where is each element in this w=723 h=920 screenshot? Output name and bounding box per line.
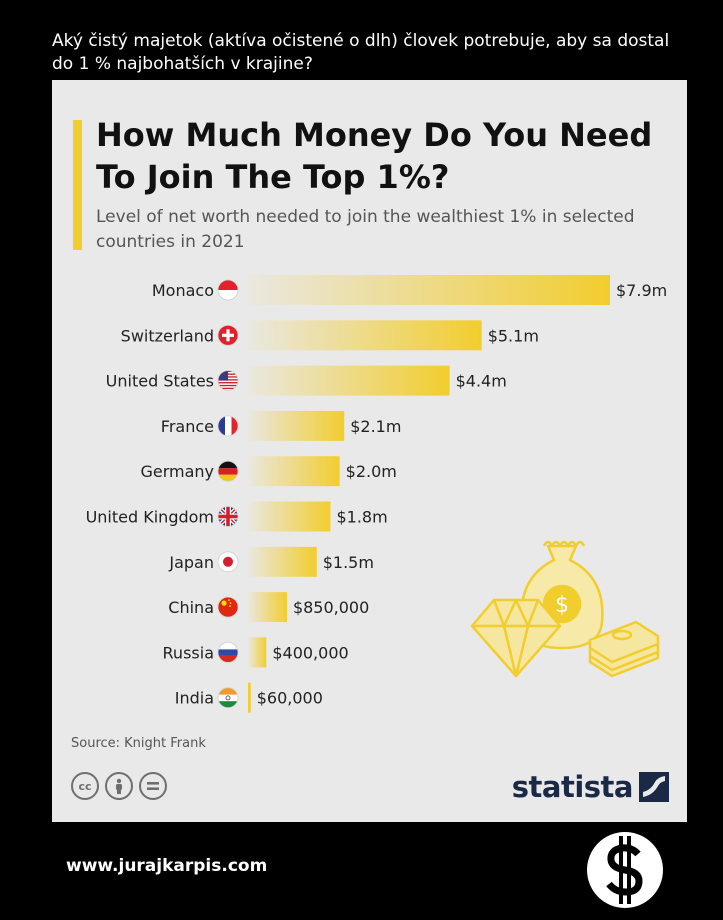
chart-row: Japan $1.5m: [168, 546, 374, 577]
value-label: $400,000: [272, 643, 348, 662]
russia-flag-icon: [217, 642, 239, 663]
value-label: $60,000: [257, 689, 323, 708]
category-label: China: [168, 598, 214, 617]
chart-subtitle: Level of net worth needed to join the we…: [96, 207, 635, 252]
cash-stack-icon: [588, 620, 660, 678]
svg-text:$: $: [555, 593, 569, 618]
chart-row: Switzerland $5.1m: [121, 320, 539, 351]
bar: [248, 275, 610, 305]
header-question: Aký čistý majetok (aktíva očistené o dlh…: [52, 31, 670, 74]
chart-row: Russia $400,000: [163, 637, 349, 668]
bar: [248, 592, 287, 623]
category-label: Russia: [163, 643, 214, 662]
uk-flag-icon: [217, 506, 239, 527]
category-label: United Kingdom: [86, 508, 214, 527]
title-accent-bar: [73, 120, 82, 250]
value-label: $4.4m: [456, 372, 507, 391]
value-label: $1.8m: [336, 508, 387, 527]
monaco-flag-icon: [217, 279, 239, 301]
category-label: United States: [106, 372, 214, 391]
value-label: $2.1m: [350, 417, 401, 436]
cc-icon[interactable]: cc: [71, 772, 99, 800]
bar: [248, 637, 267, 668]
value-label: $5.1m: [488, 326, 539, 345]
bar: [248, 546, 317, 577]
china-flag-icon: [217, 596, 239, 618]
bar-chart: Monaco $7.9m Switzerland $5.1m United States…: [52, 80, 687, 822]
bar: [248, 501, 331, 532]
category-label: France: [161, 417, 214, 436]
france-flag-icon: [217, 415, 239, 437]
value-label: $850,000: [293, 598, 369, 617]
chart-row: Monaco $7.9m: [152, 275, 667, 305]
bar: [248, 456, 340, 487]
diamond-icon: [470, 598, 562, 678]
footer-url[interactable]: www.jurajkarpis.com: [66, 856, 268, 876]
japan-flag-icon: [217, 551, 239, 573]
no-derivatives-icon[interactable]: [139, 772, 167, 800]
chart-row: France $2.1m: [161, 410, 401, 441]
dollar-logo-icon: [587, 832, 663, 908]
bar: [248, 682, 251, 713]
india-flag-icon: [217, 687, 239, 709]
usa-flag-icon: [217, 370, 239, 392]
category-label: Switzerland: [121, 326, 214, 345]
license-icons: cc: [71, 772, 167, 800]
wealth-illustration: $: [470, 540, 660, 678]
chart-row: United States $4.4m: [106, 365, 507, 396]
switzerland-flag-icon: [217, 324, 239, 346]
bar: [248, 320, 482, 351]
chart-title: How Much Money Do You Need To Join The T…: [96, 116, 653, 196]
chart-row: China $850,000: [168, 592, 369, 623]
source-note: Source: Knight Frank: [71, 736, 206, 751]
infographic-card: How Much Money Do You Need To Join The T…: [52, 80, 687, 822]
value-label: $7.9m: [616, 281, 667, 300]
category-label: India: [175, 689, 214, 708]
statista-logo-icon: [639, 772, 669, 802]
statista-logo-text: statista: [511, 770, 634, 804]
category-label: Germany: [140, 462, 214, 481]
chart-row: Germany $2.0m: [140, 456, 397, 487]
chart-row: United Kingdom $1.8m: [86, 501, 388, 532]
attribution-icon[interactable]: [105, 772, 133, 800]
category-label: Monaco: [152, 281, 214, 300]
bar-chart-svg: Monaco $7.9m Switzerland $5.1m United States…: [86, 275, 667, 713]
category-label: Japan: [168, 553, 214, 572]
chart-row: India $60,000: [175, 682, 323, 713]
value-label: $1.5m: [323, 553, 374, 572]
germany-flag-icon: [217, 460, 239, 482]
bar: [248, 410, 345, 441]
value-label: $2.0m: [346, 462, 397, 481]
bar: [248, 365, 450, 396]
statista-logo[interactable]: statista: [512, 770, 669, 804]
